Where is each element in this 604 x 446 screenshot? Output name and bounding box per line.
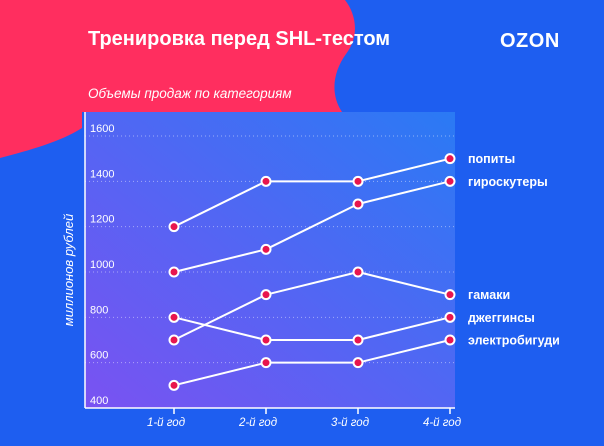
- y-tick-label: 1400: [90, 168, 114, 180]
- series-label: гамаки: [468, 288, 510, 302]
- data-point: [352, 198, 364, 210]
- series-line: [173, 180, 451, 273]
- series-label: гироскутеры: [468, 175, 548, 189]
- data-point: [168, 379, 180, 391]
- data-point: [444, 153, 456, 165]
- series-labels: попиты гироскутеры гамаки джеггинсы электроб…: [468, 152, 560, 347]
- x-tick-label: 3-й год: [331, 417, 369, 429]
- series-line: [173, 157, 451, 228]
- data-point: [168, 221, 180, 233]
- data-point: [260, 175, 272, 187]
- data-point: [444, 311, 456, 323]
- series-lines: [173, 157, 451, 387]
- x-tick-label: 2-й год: [238, 417, 277, 429]
- data-point: [168, 266, 180, 278]
- decorative-pink-blob-lower: [0, 100, 82, 158]
- data-point: [168, 334, 180, 346]
- axes: [84, 112, 455, 414]
- y-tick-label: 400: [90, 395, 108, 407]
- data-point: [260, 243, 272, 255]
- x-tick-label: 4-й год: [423, 417, 461, 429]
- x-tick-label: 1-й год: [147, 417, 185, 429]
- plot-area: [85, 112, 455, 408]
- chart-subtitle: Объемы продаж по категориям: [88, 86, 292, 101]
- data-point: [352, 357, 364, 369]
- y-tick-label: 600: [90, 350, 108, 362]
- data-point: [352, 266, 364, 278]
- y-axis-tick-labels: 400 600 800 1000 1200 1400 1600: [90, 123, 114, 407]
- series-line: [173, 339, 451, 387]
- data-point: [444, 334, 456, 346]
- ozon-logo: OZON: [500, 30, 560, 52]
- y-axis-title: миллионов рублей: [61, 214, 76, 326]
- series-label: попиты: [468, 152, 515, 166]
- series-label: джеггинсы: [468, 311, 535, 325]
- y-tick-label: 1200: [90, 214, 114, 226]
- data-point: [260, 289, 272, 301]
- series-points: [168, 153, 456, 391]
- data-point: [260, 357, 272, 369]
- data-point: [260, 334, 272, 346]
- y-tick-label: 1600: [90, 123, 114, 135]
- y-tick-label: 800: [90, 304, 108, 316]
- data-point: [352, 334, 364, 346]
- data-point: [444, 175, 456, 187]
- page-title: Тренировка перед SHL-тестом: [88, 28, 391, 50]
- x-axis-tick-labels: 1-й год 2-й год 3-й год 4-й год: [147, 417, 461, 429]
- y-tick-label: 1000: [90, 259, 114, 271]
- series-line: [173, 316, 451, 341]
- series-line: [173, 271, 451, 341]
- decorative-pink-blob: [0, 0, 355, 112]
- data-point: [352, 175, 364, 187]
- data-point: [444, 289, 456, 301]
- series-label: электробигуди: [468, 334, 560, 348]
- data-point: [168, 311, 180, 323]
